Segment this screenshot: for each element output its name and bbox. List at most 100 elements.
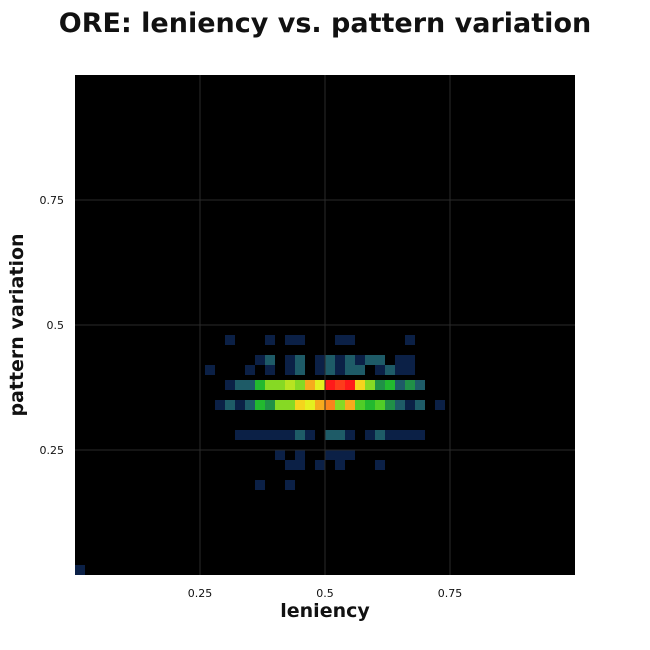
heatmap-cell bbox=[285, 365, 295, 375]
heatmap-cell bbox=[345, 365, 355, 375]
heatmap-cell bbox=[285, 400, 295, 410]
heatmap-cell bbox=[415, 430, 425, 440]
heatmap-cell bbox=[295, 430, 305, 440]
x-axis-label: leniency bbox=[280, 600, 370, 622]
heatmap-cell bbox=[205, 365, 215, 375]
heatmap-cell bbox=[325, 380, 335, 390]
heatmap-cell bbox=[315, 400, 325, 410]
heatmap-cell bbox=[255, 430, 265, 440]
heatmap-cell bbox=[385, 380, 395, 390]
heatmap-cell bbox=[225, 380, 235, 390]
heatmap-cell bbox=[245, 365, 255, 375]
x-tick-label: 0.25 bbox=[188, 587, 213, 600]
heatmap-cell bbox=[275, 430, 285, 440]
heatmap-cell bbox=[255, 355, 265, 365]
heatmap-cell bbox=[365, 355, 375, 365]
heatmap-cell bbox=[395, 430, 405, 440]
heatmap-cell bbox=[275, 400, 285, 410]
heatmap-cell bbox=[395, 380, 405, 390]
heatmap-cell bbox=[395, 365, 405, 375]
heatmap-cell bbox=[225, 335, 235, 345]
heatmap-cell bbox=[435, 400, 445, 410]
heatmap-cell bbox=[235, 380, 245, 390]
chart-title: ORE: leniency vs. pattern variation bbox=[58, 8, 592, 39]
heatmap-cell bbox=[215, 400, 225, 410]
heatmap-cell bbox=[285, 355, 295, 365]
heatmap-cell bbox=[355, 355, 365, 365]
heatmap-cell bbox=[335, 450, 345, 460]
heatmap-cell bbox=[345, 335, 355, 345]
heatmap-cell bbox=[285, 460, 295, 470]
heatmap-cell bbox=[355, 400, 365, 410]
heatmap-cell bbox=[375, 400, 385, 410]
heatmap-cell bbox=[325, 365, 335, 375]
heatmap-cell bbox=[325, 450, 335, 460]
heatmap-cell bbox=[395, 400, 405, 410]
heatmap-cell bbox=[235, 430, 245, 440]
heatmap-cell bbox=[305, 430, 315, 440]
heatmap-cell bbox=[345, 380, 355, 390]
heatmap-cell bbox=[335, 430, 345, 440]
heatmap-cell bbox=[295, 355, 305, 365]
heatmap-cell bbox=[345, 450, 355, 460]
heatmap-cell bbox=[295, 335, 305, 345]
heatmap-cell bbox=[275, 380, 285, 390]
heatmap-cell bbox=[245, 400, 255, 410]
y-tick-label: 0.25 bbox=[40, 444, 65, 457]
heatmap-cell bbox=[335, 365, 345, 375]
heatmap-cell bbox=[305, 400, 315, 410]
heatmap-cell bbox=[255, 380, 265, 390]
heatmap-cells bbox=[75, 335, 445, 575]
heatmap-cell bbox=[285, 380, 295, 390]
heatmap-cell bbox=[75, 565, 85, 575]
heatmap-cell bbox=[265, 355, 275, 365]
grid-lines bbox=[75, 75, 575, 575]
heatmap-cell bbox=[305, 380, 315, 390]
heatmap-cell bbox=[315, 460, 325, 470]
heatmap-cell bbox=[295, 400, 305, 410]
heatmap-cell bbox=[375, 355, 385, 365]
heatmap-cell bbox=[325, 355, 335, 365]
heatmap-cell bbox=[375, 365, 385, 375]
heatmap-cell bbox=[315, 365, 325, 375]
heatmap-cell bbox=[265, 400, 275, 410]
heatmap-cell bbox=[355, 365, 365, 375]
heatmap-cell bbox=[325, 400, 335, 410]
heatmap-cell bbox=[315, 380, 325, 390]
heatmap-cell bbox=[335, 380, 345, 390]
heatmap-cell bbox=[405, 400, 415, 410]
heatmap-cell bbox=[245, 380, 255, 390]
heatmap-cell bbox=[265, 365, 275, 375]
heatmap-cell bbox=[295, 365, 305, 375]
heatmap-cell bbox=[385, 365, 395, 375]
heatmap-cell bbox=[395, 355, 405, 365]
y-tick-label: 0.5 bbox=[47, 319, 65, 332]
heatmap-cell bbox=[405, 335, 415, 345]
y-axis-label: pattern variation bbox=[6, 233, 28, 417]
heatmap-cell bbox=[265, 380, 275, 390]
heatmap-cell bbox=[375, 380, 385, 390]
heatmap-cell bbox=[385, 400, 395, 410]
x-tick-label: 0.75 bbox=[438, 587, 463, 600]
heatmap-cell bbox=[365, 430, 375, 440]
heatmap-cell bbox=[365, 400, 375, 410]
heatmap-cell bbox=[285, 430, 295, 440]
heatmap-cell bbox=[265, 430, 275, 440]
heatmap-cell bbox=[375, 430, 385, 440]
heatmap-cell bbox=[335, 355, 345, 365]
heatmap-cell bbox=[225, 400, 235, 410]
heatmap-cell bbox=[295, 460, 305, 470]
x-tick-label: 0.5 bbox=[316, 587, 334, 600]
heatmap-cell bbox=[235, 400, 245, 410]
heatmap-cell bbox=[405, 430, 415, 440]
heatmap-cell bbox=[335, 460, 345, 470]
heatmap-cell bbox=[255, 480, 265, 490]
heatmap-cell bbox=[345, 355, 355, 365]
tick-labels: 0.25 0.5 0.75 0.25 0.5 0.75 bbox=[40, 194, 463, 600]
heatmap-cell bbox=[335, 400, 345, 410]
heatmap-cell bbox=[415, 400, 425, 410]
heatmap-cell bbox=[275, 450, 285, 460]
heatmap-cell bbox=[345, 400, 355, 410]
heatmap-cell bbox=[325, 430, 335, 440]
